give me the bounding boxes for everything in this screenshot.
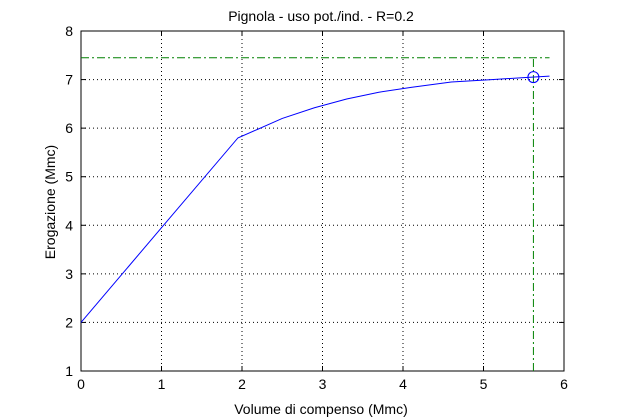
- x-tick-label: 6: [560, 376, 568, 392]
- x-tick-label: 5: [480, 376, 488, 392]
- y-tick-label: 4: [65, 217, 73, 233]
- y-tick-label: 3: [65, 266, 73, 282]
- circle-marker: [527, 71, 540, 84]
- x-tick-label: 4: [399, 376, 407, 392]
- y-tick-label: 5: [65, 169, 73, 185]
- y-tick-label: 7: [65, 72, 73, 88]
- y-tick-label: 1: [65, 363, 73, 379]
- chart-title: Pignola - uso pot./ind. - R=0.2: [228, 8, 414, 24]
- y-tick-label: 8: [65, 23, 73, 39]
- y-tick-label: 2: [65, 314, 73, 330]
- x-axis-label: Volume di compenso (Mmc): [234, 401, 408, 417]
- x-tick-label: 1: [158, 376, 166, 392]
- x-tick-label: 3: [319, 376, 327, 392]
- y-axis-label: Erogazione (Mmc): [42, 145, 58, 259]
- series-line-1: [80, 75, 550, 323]
- x-tick-label: 0: [77, 376, 85, 392]
- x-tick-label: 2: [238, 376, 246, 392]
- y-tick-label: 6: [65, 120, 73, 136]
